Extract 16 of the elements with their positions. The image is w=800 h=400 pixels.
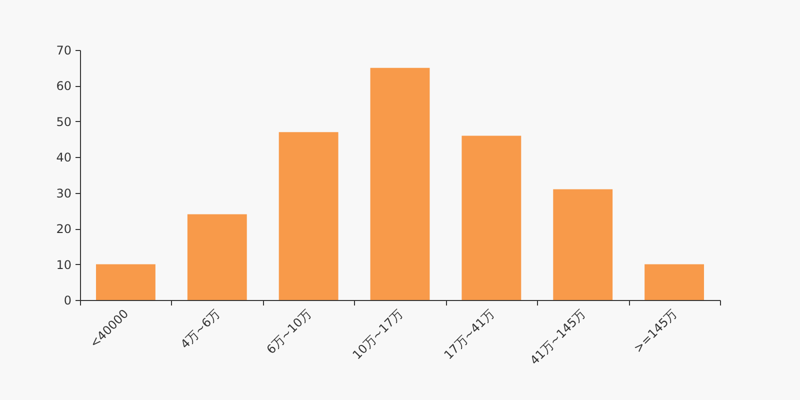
y-tick-label: 70 <box>56 44 72 58</box>
y-tick-label: 0 <box>64 294 72 308</box>
y-tick-label: 50 <box>56 114 72 129</box>
bar <box>553 189 613 300</box>
bar <box>187 214 247 300</box>
y-tick-label: 30 <box>56 186 72 200</box>
x-tick-label: 4万~6万 <box>178 306 223 352</box>
y-tick-label: 60 <box>56 79 72 94</box>
bar <box>462 136 522 300</box>
bar <box>370 68 430 300</box>
y-tick-label: 20 <box>56 222 72 236</box>
y-tick-label: 40 <box>56 150 72 165</box>
y-tick-label: 10 <box>56 258 72 272</box>
bar <box>278 132 338 300</box>
bar <box>96 264 156 300</box>
bar <box>644 264 704 300</box>
